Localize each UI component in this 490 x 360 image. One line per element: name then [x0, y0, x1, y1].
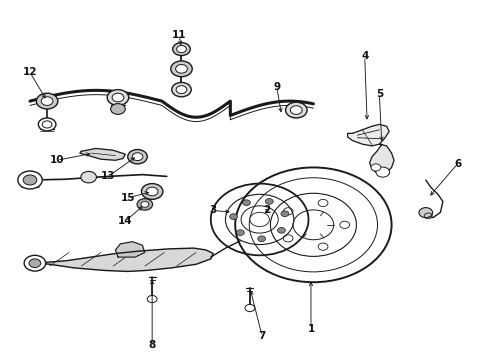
- Circle shape: [172, 42, 190, 55]
- Circle shape: [286, 102, 307, 118]
- Polygon shape: [80, 148, 125, 160]
- Circle shape: [111, 104, 125, 114]
- Text: 13: 13: [101, 171, 116, 181]
- Text: 4: 4: [361, 51, 368, 61]
- Polygon shape: [30, 248, 213, 271]
- Text: 8: 8: [148, 340, 156, 350]
- Circle shape: [176, 45, 186, 53]
- Circle shape: [29, 259, 41, 267]
- Circle shape: [266, 199, 273, 204]
- Text: 6: 6: [454, 159, 461, 169]
- Text: 12: 12: [23, 67, 37, 77]
- Circle shape: [241, 206, 278, 233]
- Circle shape: [18, 171, 42, 189]
- Polygon shape: [369, 144, 394, 175]
- Circle shape: [38, 118, 56, 131]
- Circle shape: [81, 171, 97, 183]
- Circle shape: [112, 93, 124, 102]
- Circle shape: [281, 211, 289, 217]
- Circle shape: [175, 64, 187, 73]
- Circle shape: [147, 187, 158, 196]
- Circle shape: [236, 230, 244, 235]
- Polygon shape: [116, 242, 145, 257]
- Circle shape: [24, 255, 46, 271]
- Circle shape: [42, 121, 52, 128]
- Circle shape: [171, 61, 192, 77]
- Circle shape: [371, 164, 381, 171]
- Text: 10: 10: [49, 155, 64, 165]
- Circle shape: [277, 228, 285, 233]
- Circle shape: [250, 212, 270, 226]
- Circle shape: [176, 86, 187, 94]
- Text: 9: 9: [273, 82, 280, 92]
- Circle shape: [142, 184, 163, 199]
- Circle shape: [141, 202, 149, 207]
- Circle shape: [211, 184, 309, 255]
- Text: 7: 7: [258, 331, 266, 341]
- Circle shape: [41, 97, 53, 105]
- Circle shape: [243, 200, 250, 206]
- Circle shape: [291, 106, 302, 114]
- Circle shape: [230, 214, 238, 220]
- Circle shape: [376, 167, 390, 177]
- Circle shape: [36, 93, 58, 109]
- Circle shape: [107, 90, 129, 105]
- Text: 15: 15: [121, 193, 135, 203]
- Polygon shape: [347, 125, 389, 146]
- Circle shape: [128, 149, 147, 164]
- Circle shape: [23, 175, 37, 185]
- Circle shape: [132, 153, 143, 161]
- Circle shape: [172, 82, 191, 97]
- Text: 14: 14: [118, 216, 133, 226]
- Circle shape: [245, 305, 255, 312]
- Circle shape: [419, 208, 433, 218]
- Text: 5: 5: [376, 89, 383, 99]
- Text: 2: 2: [263, 206, 270, 216]
- Text: 3: 3: [210, 206, 217, 216]
- Text: 11: 11: [172, 30, 186, 40]
- Circle shape: [137, 199, 153, 210]
- Circle shape: [225, 194, 294, 244]
- Text: 1: 1: [307, 324, 315, 334]
- Circle shape: [147, 296, 157, 303]
- Circle shape: [258, 236, 266, 242]
